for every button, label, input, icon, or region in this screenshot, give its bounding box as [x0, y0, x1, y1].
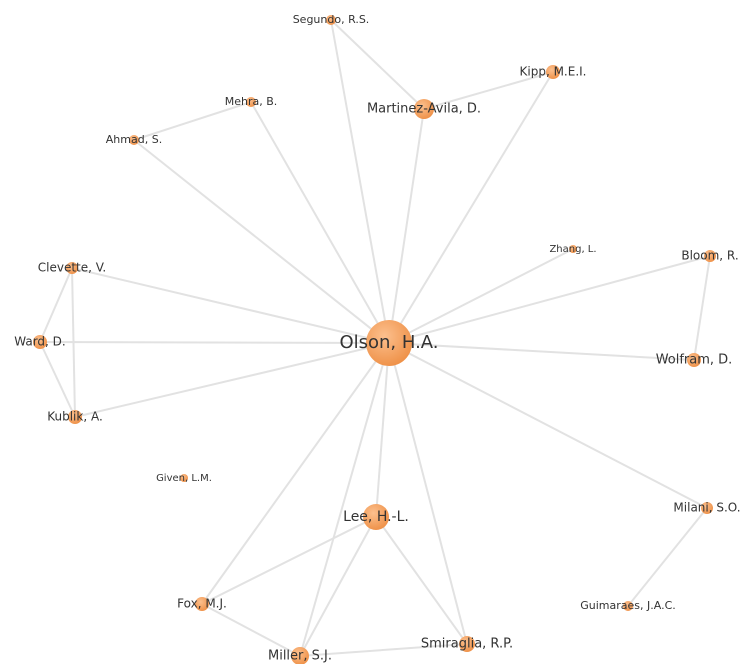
- edge: [201, 516, 377, 605]
- edge: [388, 255, 711, 344]
- node: [180, 474, 188, 482]
- node-label: Given, L.M.: [156, 473, 212, 484]
- node-label: Smiraglia, R.P.: [421, 637, 513, 652]
- edge: [423, 71, 554, 110]
- node: [546, 65, 560, 79]
- edge: [388, 342, 708, 509]
- node-label: Zhang, L.: [549, 244, 596, 255]
- node: [363, 504, 389, 530]
- node-label: Segundo, R.S.: [293, 13, 370, 26]
- node: [68, 410, 82, 424]
- edge: [201, 603, 301, 657]
- node-label: Wolfram, D.: [656, 353, 733, 368]
- edge: [39, 341, 76, 418]
- node: [66, 262, 78, 274]
- node-label: Guimaraes, J.A.C.: [580, 599, 676, 612]
- edge: [299, 516, 377, 657]
- edge: [375, 516, 468, 645]
- node: [687, 353, 701, 367]
- edge: [39, 267, 73, 343]
- edge: [71, 267, 390, 344]
- node: [326, 15, 336, 25]
- edge: [388, 342, 468, 645]
- node: [414, 99, 434, 119]
- node: [246, 97, 256, 107]
- node: [623, 601, 633, 611]
- node: [366, 320, 412, 366]
- node: [291, 647, 309, 664]
- node-label: Kublik, A.: [47, 410, 103, 424]
- edge: [330, 19, 425, 110]
- node: [701, 502, 713, 514]
- edge: [133, 139, 390, 344]
- node: [129, 135, 139, 145]
- node: [33, 335, 47, 349]
- edge: [627, 507, 708, 607]
- node-label: Olson, H.A.: [339, 332, 438, 353]
- node-label: Martinez-Avila, D.: [367, 102, 481, 117]
- edge: [388, 248, 574, 344]
- node-label: Fox, M.J.: [177, 597, 227, 611]
- edge: [39, 341, 390, 344]
- edge: [388, 71, 554, 344]
- edges: [39, 19, 711, 657]
- nodes: Olson, H.A. Lee, H.-L. Martinez-Avila, D. S…: [14, 13, 741, 664]
- node-label: Mehra, B.: [225, 95, 278, 108]
- edge: [299, 643, 468, 657]
- node-label: Kipp, M.E.I.: [520, 65, 587, 79]
- edge: [693, 255, 711, 361]
- node-label: Miller, S.J.: [268, 649, 332, 664]
- node: [195, 597, 209, 611]
- edge: [71, 267, 76, 418]
- edge: [388, 342, 695, 361]
- edge: [299, 342, 390, 657]
- node-label: Ward, D.: [14, 335, 65, 349]
- edge: [133, 101, 252, 141]
- edge: [250, 101, 390, 344]
- node: [569, 245, 577, 253]
- node-label: Clevette, V.: [38, 261, 106, 275]
- node: [704, 250, 716, 262]
- edge: [375, 342, 390, 518]
- node-label: Bloom, R.: [681, 249, 738, 263]
- node: [459, 636, 475, 652]
- edge: [201, 342, 390, 605]
- node-label: Milani, S.O.: [673, 501, 740, 515]
- edge: [74, 342, 390, 418]
- edge: [388, 108, 425, 344]
- node-label: Lee, H.-L.: [343, 509, 409, 525]
- node-label: Ahmad, S.: [106, 133, 162, 146]
- edge: [330, 19, 390, 344]
